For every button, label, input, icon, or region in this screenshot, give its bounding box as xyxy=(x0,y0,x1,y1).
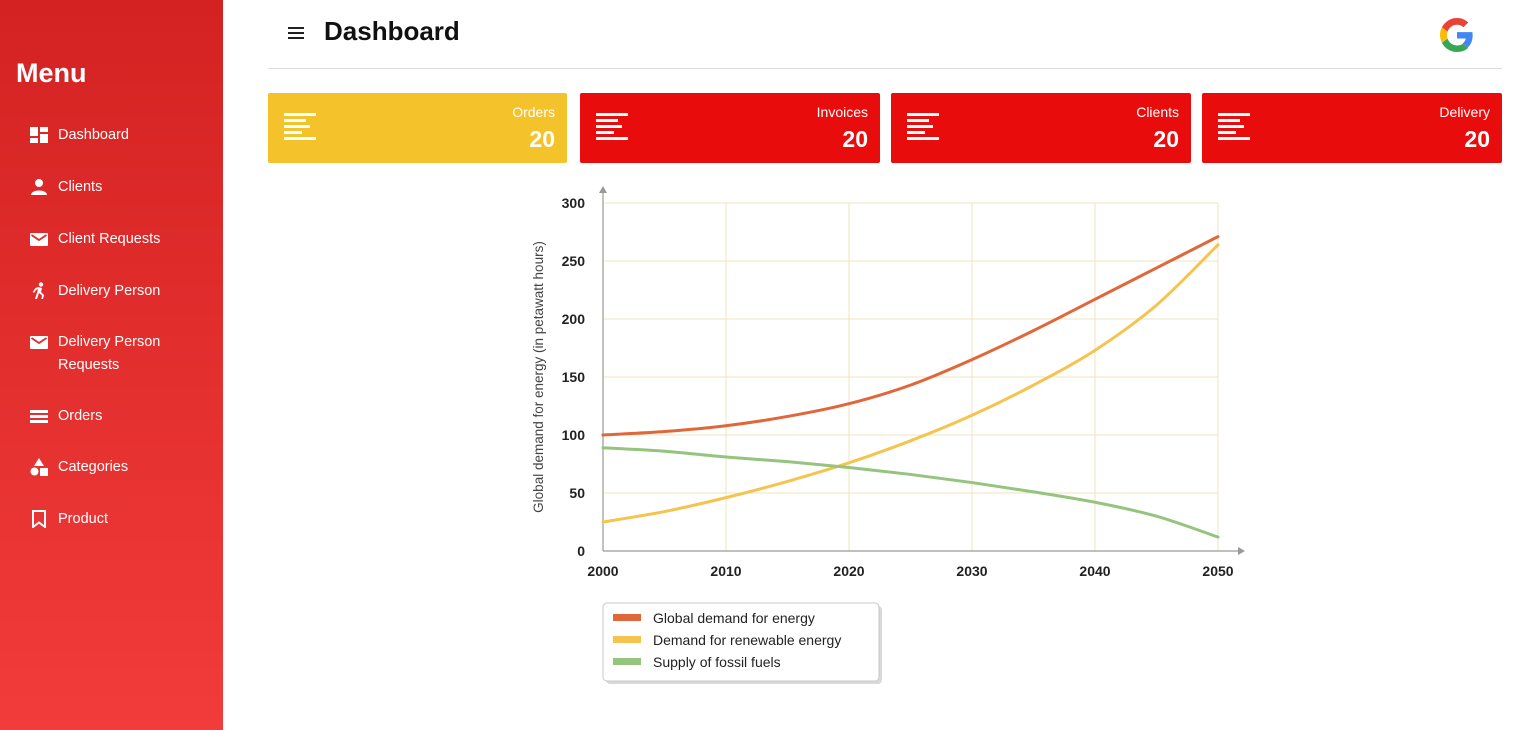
sidebar-item-product[interactable]: Product xyxy=(30,508,210,531)
card-label: Orders xyxy=(512,104,555,120)
hamburger-icon[interactable] xyxy=(286,22,308,44)
y-tick-label: 200 xyxy=(562,311,586,327)
sidebar-item-label: Categories xyxy=(58,459,129,475)
series-line-1 xyxy=(601,235,1220,437)
y-axis-label: Global demand for energy (in petawatt ho… xyxy=(531,241,546,513)
sidebar-item-categories[interactable]: Categories xyxy=(30,456,210,479)
y-tick-label: 100 xyxy=(562,427,586,443)
series-line-2 xyxy=(601,243,1220,524)
sidebar-item-label: Product xyxy=(58,511,108,527)
y-tick-label: 0 xyxy=(577,543,585,559)
x-axis-arrow xyxy=(1238,547,1245,555)
series-line-3 xyxy=(601,446,1220,539)
card-clients[interactable]: Clients 20 xyxy=(891,93,1191,163)
sidebar-item-label: Delivery Person xyxy=(58,283,161,299)
sidebar-item-label: Dashboard xyxy=(58,127,129,143)
sidebar-item-label: Delivery Person Requests xyxy=(58,334,161,373)
x-tick-label: 2020 xyxy=(833,563,864,579)
y-axis-arrow xyxy=(599,186,607,193)
energy-line-chart: 2000 2010 2020 2030 2040 2050 0 50 100 150 200 250 3… xyxy=(531,186,1245,684)
legend-label: Global demand for energy xyxy=(653,610,815,626)
card-label: Delivery xyxy=(1439,104,1490,120)
legend-box xyxy=(602,602,880,682)
card-orders[interactable]: Orders 20 xyxy=(268,93,567,163)
x-tick-label: 2000 xyxy=(587,563,618,579)
card-value: 20 xyxy=(842,126,868,152)
x-tick-label: 2010 xyxy=(710,563,741,579)
sidebar: Menu Dashboard Clients Client Requests D… xyxy=(0,0,223,730)
person-icon xyxy=(30,178,48,196)
list-lines-icon xyxy=(907,113,939,140)
x-tick-label: 2040 xyxy=(1079,563,1110,579)
sidebar-item-clients[interactable]: Clients xyxy=(30,176,210,199)
y-tick-label: 150 xyxy=(562,369,586,385)
sidebar-item-label: Orders xyxy=(58,408,103,424)
sidebar-item-dashboard[interactable]: Dashboard xyxy=(30,124,210,147)
sidebar-item-label: Clients xyxy=(58,179,103,195)
sidebar-item-delivery-person-requests[interactable]: Delivery Person Requests xyxy=(30,331,210,377)
legend-swatch xyxy=(613,614,641,621)
shapes-icon xyxy=(30,458,48,476)
list-icon xyxy=(30,407,48,425)
y-tick-label: 50 xyxy=(569,485,585,501)
page-title: Dashboard xyxy=(324,16,460,46)
card-delivery[interactable]: Delivery 20 xyxy=(1202,93,1502,163)
top-bar: Dashboard xyxy=(268,0,1502,69)
legend-swatch xyxy=(613,658,641,665)
envelope-icon xyxy=(30,230,48,248)
card-label: Invoices xyxy=(816,104,868,120)
envelope-icon xyxy=(30,333,48,351)
running-person-icon xyxy=(30,282,48,300)
list-lines-icon xyxy=(284,113,316,140)
card-value: 20 xyxy=(1464,126,1490,152)
menu-title: Menu xyxy=(16,58,87,88)
bookmark-icon xyxy=(30,510,48,528)
legend-swatch xyxy=(613,636,641,643)
legend-label: Demand for renewable energy xyxy=(653,632,841,648)
legend-label: Supply of fossil fuels xyxy=(653,654,781,670)
x-tick-label: 2050 xyxy=(1202,563,1233,579)
google-icon[interactable] xyxy=(1440,18,1474,52)
card-label: Clients xyxy=(1136,104,1179,120)
dashboard-icon xyxy=(30,126,48,144)
sidebar-item-delivery-person[interactable]: Delivery Person xyxy=(30,280,210,303)
sidebar-item-client-requests[interactable]: Client Requests xyxy=(30,228,210,251)
y-tick-label: 250 xyxy=(562,253,586,269)
card-invoices[interactable]: Invoices 20 xyxy=(580,93,880,163)
card-value: 20 xyxy=(529,126,555,152)
list-lines-icon xyxy=(1218,113,1250,140)
y-tick-label: 300 xyxy=(562,195,586,211)
card-value: 20 xyxy=(1153,126,1179,152)
sidebar-item-label: Client Requests xyxy=(58,231,161,247)
list-lines-icon xyxy=(596,113,628,140)
x-tick-label: 2030 xyxy=(956,563,987,579)
sidebar-item-orders[interactable]: Orders xyxy=(30,405,210,428)
